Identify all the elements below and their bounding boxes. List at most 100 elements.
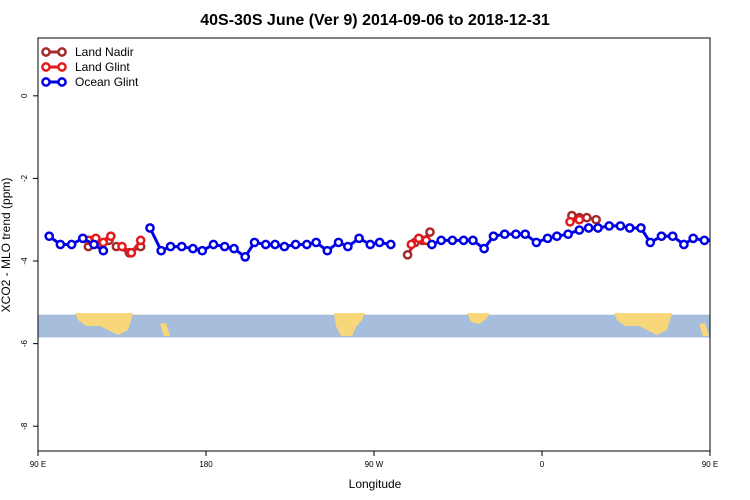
map-land-south-america [334,313,365,336]
x-axis: 90 E 180 90 W 0 90 E [30,451,718,469]
series-land-glint [83,214,585,258]
data-point [279,241,290,252]
data-point [667,231,678,242]
data-point [98,237,109,248]
data-point [708,237,710,244]
legend-label: Ocean Glint [75,75,139,89]
data-point [468,235,478,246]
y-axis-label: XCO2 - MLO trend (ppm) [0,178,13,313]
data-point [427,239,437,250]
data-point [679,239,689,250]
y-tick-label: -2 [20,174,29,182]
data-point [425,227,435,237]
x-tick-label: 90 E [30,460,46,469]
data-point [615,221,626,231]
data-point [499,229,510,240]
x-tick-label: 90 W [365,460,384,469]
data-point [156,245,167,256]
data-point [270,239,280,250]
data-point [105,231,116,242]
data-point [188,243,198,254]
data-point [688,233,699,244]
data-point [402,249,413,260]
data-point [145,223,155,233]
x-tick-label: 180 [199,460,213,469]
legend-marker [41,77,51,87]
data-point [593,223,603,233]
data-point [240,252,251,262]
data-point [365,239,376,250]
chart-title: 40S-30S June (Ver 9) 2014-09-06 to 2018-… [200,12,550,29]
data-point [77,233,88,244]
map-land-australia-repeat [614,313,672,335]
data-point [604,221,615,231]
legend-marker [57,47,67,57]
legend-label: Land Glint [75,60,130,74]
data-point [117,241,127,252]
data-point [645,237,656,248]
data-point [343,241,353,252]
data-point [44,231,55,242]
series-line [148,227,392,259]
data-point [208,239,219,250]
data-point [565,216,575,227]
data-point [219,241,230,252]
map-land-australia [75,313,133,335]
data-point [563,229,573,240]
y-tick-label: -6 [20,340,29,348]
map-land-southern-africa [467,313,490,324]
data-point [574,214,585,225]
data-point [322,245,333,256]
data-point [98,245,109,256]
legend-marker [57,62,67,72]
map-band [38,313,710,338]
map-land-new-zealand-repeat [699,323,709,336]
data-point [699,235,710,246]
data-point [581,212,592,223]
data-point [66,239,77,250]
map-ocean [38,314,710,338]
data-point [488,231,499,242]
data-point [656,231,667,242]
data-point [229,243,239,254]
x-axis-label: Longitude [349,477,402,491]
data-point [406,239,417,250]
y-tick-label: -8 [20,422,29,430]
data-point [354,233,364,244]
data-point [583,223,594,233]
data-point [744,243,750,250]
data-point [520,229,531,240]
data-point [249,237,260,248]
data-point [636,223,646,233]
data-point [531,237,542,248]
x-tick-label: 0 [540,460,545,469]
data-point [374,237,385,248]
map-land-new-zealand [160,323,170,336]
y-axis: 0 -2 -4 -6 -8 [20,93,38,430]
data-point [574,225,585,235]
data-point [126,247,137,258]
data-point [413,233,424,244]
data-point [458,235,469,246]
data-point [385,239,396,250]
legend-marker [57,77,67,87]
legend-label: Land Nadir [75,45,134,59]
data-point [542,233,553,244]
series-ocean-glint [44,221,750,262]
x-tick-label: 90 E [702,460,718,469]
data-point [591,214,601,225]
data-point [447,235,458,246]
data-point [260,239,271,250]
data-point [165,241,176,252]
data-point [55,239,66,250]
y-tick-label: 0 [20,93,29,98]
data-point [624,223,635,233]
data-point [135,235,146,246]
data-point [176,241,187,252]
y-tick-label: -4 [20,257,29,265]
data-point [333,237,344,248]
data-point [733,245,740,252]
legend-marker [41,62,51,72]
